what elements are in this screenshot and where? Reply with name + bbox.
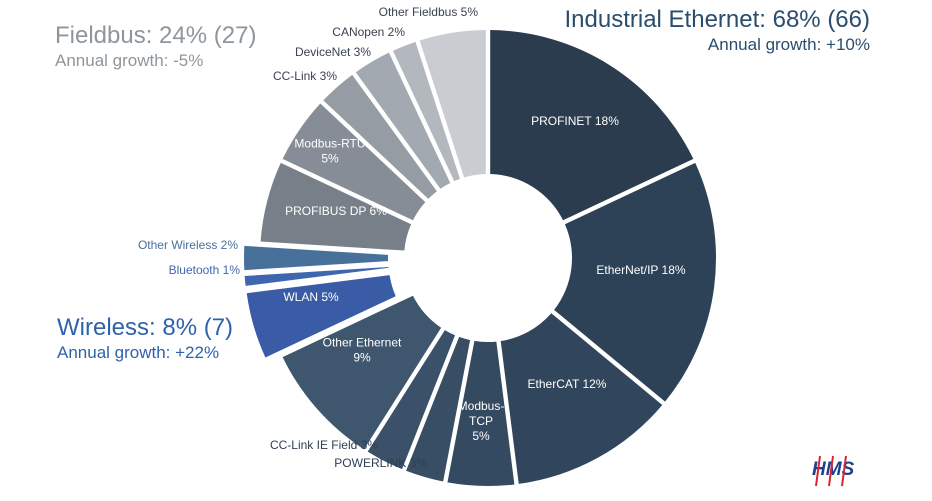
- slice-cc-link: [323, 74, 437, 199]
- fieldbus-group-header: Fieldbus: 24% (27) Annual growth: -5%: [55, 22, 256, 71]
- slice-powerlink: [406, 336, 471, 482]
- slice-canopen: [392, 41, 460, 182]
- wireless-group-title: Wireless: 8% (7): [57, 314, 234, 341]
- hms-logo: HMS: [808, 455, 870, 492]
- label-cc-link: CC-Link 3%: [273, 69, 337, 83]
- label-modbus-tcp: Modbus-TCP 5%: [458, 399, 505, 443]
- label-powerlink: POWERLINK 3%: [334, 456, 427, 470]
- ethernet-group-header: Industrial Ethernet: 68% (66) Annual gro…: [565, 6, 871, 55]
- slice-cc-link-ie-field: [367, 330, 456, 470]
- label-other-fieldbus: Other Fieldbus 5%: [379, 5, 479, 19]
- slice-devicenet: [355, 52, 451, 189]
- donut-slices: [243, 30, 716, 486]
- slice-other-wireless: [243, 245, 389, 271]
- slice-ethernet-ip: [554, 162, 716, 402]
- label-ethercat: EtherCAT 12%: [528, 377, 607, 391]
- label-profibus-dp: PROFIBUS DP 6%: [285, 204, 387, 218]
- label-profinet: PROFINET 18%: [531, 114, 619, 128]
- slice-wlan: [246, 275, 396, 358]
- slice-profibus-dp: [260, 162, 412, 251]
- wireless-annual-growth: Annual growth: +22%: [57, 343, 220, 362]
- slice-other-fieldbus: [419, 30, 486, 178]
- fieldbus-annual-growth: Annual growth: -5%: [55, 51, 204, 70]
- label-devicenet: DeviceNet 3%: [295, 45, 371, 59]
- slice-modbus-rtu: [282, 103, 426, 221]
- label-other-ethernet: Other Ethernet 9%: [323, 336, 402, 365]
- label-ethernet-ip: EtherNet/IP 18%: [596, 263, 685, 277]
- label-cc-link-ie-field: CC-Link IE Field 3%: [270, 438, 378, 452]
- slice-modbus-tcp: [447, 340, 515, 486]
- slice-ethercat: [500, 313, 663, 484]
- ethernet-annual-growth: Annual growth: +10%: [707, 35, 870, 54]
- ethernet-group-title: Industrial Ethernet: 68% (66): [564, 6, 871, 33]
- fieldbus-group-title: Fieldbus: 24% (27): [55, 22, 257, 49]
- slice-labels: PROFINET 18% EtherNet/IP 18% EtherCAT 12% M…: [138, 5, 686, 470]
- label-other-wireless: Other Wireless 2%: [138, 238, 238, 252]
- label-modbus-rtu: Modbus-RTU 5%: [294, 137, 365, 166]
- slice-other-ethernet: [282, 295, 442, 450]
- label-canopen: CANopen 2%: [332, 25, 405, 39]
- label-bluetooth: Bluetooth 1%: [169, 263, 241, 277]
- slice-profinet: [490, 30, 694, 221]
- hms-logo-mark: HMS: [812, 455, 855, 487]
- wireless-group-header: Wireless: 8% (7) Annual growth: +22%: [57, 314, 233, 363]
- label-wlan: WLAN 5%: [283, 290, 339, 304]
- slice-bluetooth: [244, 266, 389, 286]
